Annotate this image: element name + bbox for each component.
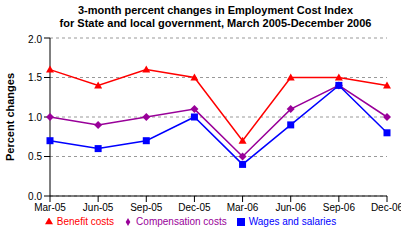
- svg-text:Sep-05: Sep-05: [130, 202, 163, 213]
- svg-text:Percent changes: Percent changes: [8, 73, 16, 161]
- svg-text:2.0: 2.0: [28, 34, 42, 45]
- svg-text:Dec-06: Dec-06: [371, 202, 393, 213]
- svg-text:Sep-06: Sep-06: [323, 202, 356, 213]
- svg-text:0.0: 0.0: [28, 191, 42, 202]
- html-text:for State and local government: for State and local government, March 20…: [59, 17, 372, 29]
- html-text:Compensation costs: Compensation costs: [136, 216, 227, 227]
- svg-text:Jun-05: Jun-05: [83, 202, 114, 213]
- svg-text:0.5: 0.5: [28, 151, 42, 162]
- svg-text:Mar-05: Mar-05: [34, 202, 66, 213]
- svg-text:Mar-06: Mar-06: [227, 202, 259, 213]
- svg-text:Dec-05: Dec-05: [178, 202, 211, 213]
- html-text:Benefit costs: Benefit costs: [56, 216, 115, 227]
- svg-text:1.5: 1.5: [28, 72, 42, 83]
- svg-text:Jun-06: Jun-06: [275, 202, 306, 213]
- svg-text:1.0: 1.0: [28, 112, 42, 123]
- html-text:3-month percent changes in Emp: 3-month percent changes in Employment Co…: [78, 4, 353, 16]
- html-text:Wages and salaries: Wages and salaries: [248, 216, 337, 227]
